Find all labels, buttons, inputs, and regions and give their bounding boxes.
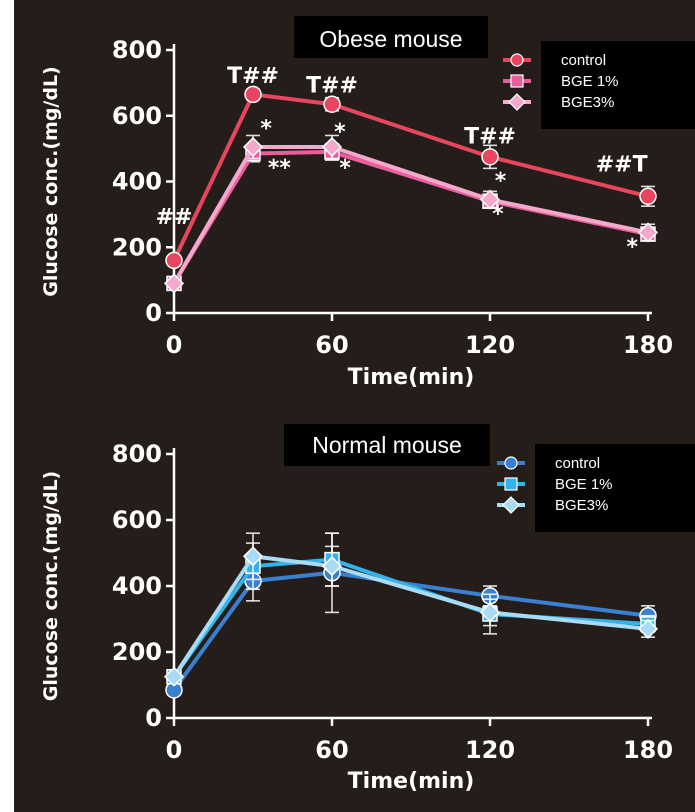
y-tick-label: 200 bbox=[112, 233, 162, 261]
legend-marker bbox=[504, 456, 518, 470]
title-box bbox=[284, 424, 490, 466]
significance-mark: * bbox=[626, 235, 638, 260]
y-tick-label: 800 bbox=[112, 36, 162, 64]
data-point bbox=[637, 222, 659, 243]
significance-mark: ** bbox=[268, 156, 292, 181]
title-box bbox=[294, 16, 488, 58]
x-tick-label: 180 bbox=[623, 331, 673, 359]
data-point bbox=[637, 618, 659, 639]
x-tick-label: 120 bbox=[465, 736, 515, 764]
legend-label: BGE 1% bbox=[555, 476, 613, 493]
y-tick-label: 0 bbox=[145, 704, 162, 732]
series-bge3- bbox=[163, 532, 659, 687]
data-point bbox=[321, 136, 343, 158]
legend: control BGE 1% BGE3% bbox=[503, 41, 695, 129]
y-tick-label: 0 bbox=[145, 299, 162, 327]
legend-label: control bbox=[555, 455, 600, 472]
significance-mark: * bbox=[495, 169, 507, 194]
data-point bbox=[321, 556, 343, 577]
y-tick-label: 200 bbox=[112, 638, 162, 666]
significance-mark: T## bbox=[227, 64, 279, 89]
x-tick-label: 0 bbox=[166, 736, 183, 764]
legend-label: control bbox=[561, 52, 606, 69]
significance-mark: T## bbox=[464, 125, 516, 150]
data-point bbox=[242, 546, 264, 567]
significance-mark: ## bbox=[156, 205, 193, 230]
x-tick-label: 60 bbox=[315, 331, 348, 359]
y-tick-label: 800 bbox=[112, 440, 162, 468]
legend-box bbox=[535, 444, 695, 532]
significance-mark: * bbox=[339, 156, 351, 181]
data-point bbox=[323, 95, 341, 113]
data-point bbox=[481, 148, 499, 166]
chart-panel-normal: 0 200 400 600 800 0 60 120 180 Glucose conc.(mg/d… bbox=[40, 424, 695, 794]
legend-label: BGE 1% bbox=[561, 73, 619, 90]
data-point bbox=[479, 189, 501, 210]
series-control bbox=[165, 85, 657, 270]
chart-title: Obese mouse bbox=[319, 26, 462, 52]
data-point bbox=[244, 85, 262, 104]
legend-marker bbox=[502, 496, 520, 514]
figure: 0 200 400 600 800 0 60 120 180 Glucose conc.(mg/d… bbox=[14, 0, 695, 812]
legend-label: BGE3% bbox=[555, 497, 608, 514]
x-tick-label: 0 bbox=[166, 331, 183, 359]
data-point bbox=[479, 602, 501, 623]
significance-mark: * bbox=[260, 116, 272, 141]
significance-mark: * bbox=[492, 202, 504, 227]
y-axis-label: Glucose conc.(mg/dL) bbox=[40, 66, 62, 297]
x-tick-label: 60 bbox=[315, 736, 348, 764]
legend-box bbox=[541, 41, 695, 129]
data-point bbox=[639, 187, 657, 206]
data-point bbox=[163, 273, 185, 294]
y-tick-label: 600 bbox=[112, 102, 162, 130]
significance-mark: ##T bbox=[596, 153, 648, 178]
legend-label: BGE3% bbox=[561, 94, 614, 111]
legend-marker bbox=[504, 477, 518, 491]
chart-panel-obese: 0 200 400 600 800 0 60 120 180 Glucose conc.(mg/d… bbox=[40, 16, 695, 390]
legend-marker bbox=[510, 53, 524, 67]
series-bge3- bbox=[163, 134, 659, 294]
legend: control BGE 1% BGE3% bbox=[497, 444, 695, 532]
significance-mark: * bbox=[334, 120, 346, 145]
chart-title: Normal mouse bbox=[312, 432, 462, 458]
data-point bbox=[165, 251, 183, 270]
y-tick-label: 600 bbox=[112, 506, 162, 534]
significance-mark: T## bbox=[306, 74, 358, 99]
y-tick-label: 400 bbox=[112, 168, 162, 196]
x-tick-label: 120 bbox=[465, 331, 515, 359]
x-axis-label: Time(min) bbox=[348, 769, 475, 794]
y-tick-label: 400 bbox=[112, 572, 162, 600]
series-line bbox=[172, 557, 649, 678]
data-point bbox=[163, 666, 185, 687]
series-control bbox=[165, 532, 657, 699]
legend-marker bbox=[510, 74, 524, 88]
x-tick-label: 180 bbox=[623, 736, 673, 764]
data-point bbox=[242, 136, 264, 158]
legend-marker bbox=[508, 93, 526, 111]
x-axis-label: Time(min) bbox=[348, 365, 475, 390]
y-axis-label: Glucose conc.(mg/dL) bbox=[40, 471, 62, 702]
